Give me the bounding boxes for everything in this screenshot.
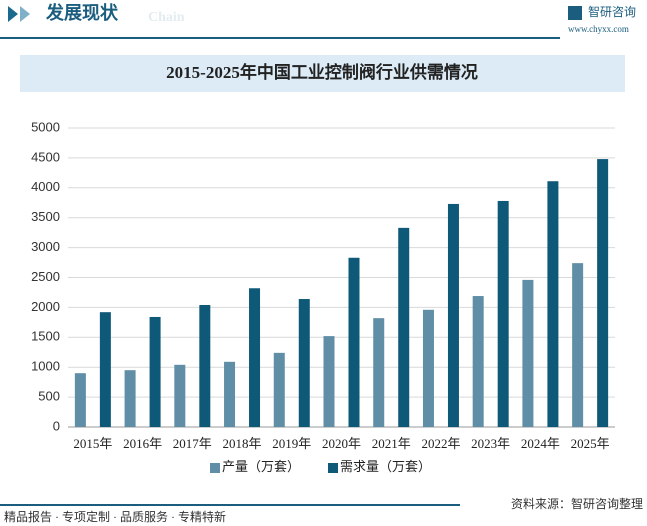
bar [398, 227, 410, 427]
title-bg [20, 55, 625, 92]
y-tick-label: 500 [38, 389, 60, 404]
bar [199, 305, 211, 427]
bar [149, 316, 161, 427]
header-title: 发展现状 [45, 2, 119, 23]
y-tick-label: 5000 [31, 119, 60, 134]
y-tick-label: 4000 [31, 179, 60, 194]
bar [249, 288, 261, 427]
x-tick-label: 2024年 [521, 436, 560, 451]
chart-title: 2015-2025年中国工业控制阀行业供需情况 [166, 62, 478, 82]
y-tick-label: 1000 [31, 359, 60, 374]
legend-label: 产量（万套） [222, 459, 300, 474]
brand: 智研咨询 [588, 4, 636, 19]
header-subtitle: Chain [148, 10, 185, 25]
x-tick-label: 2021年 [372, 436, 411, 451]
y-tick-label: 1500 [31, 329, 60, 344]
x-tick-label: 2019年 [272, 436, 311, 451]
bar [99, 312, 111, 427]
y-tick-label: 2500 [31, 269, 60, 284]
legend-swatch [210, 463, 220, 473]
header-bg [0, 0, 647, 38]
bar [124, 370, 136, 427]
x-tick-label: 2022年 [421, 436, 460, 451]
bar [497, 200, 509, 427]
y-tick-label: 4500 [31, 149, 60, 164]
y-tick-label: 3500 [31, 209, 60, 224]
bar [273, 352, 285, 427]
bar [547, 181, 559, 427]
x-tick-label: 2025年 [571, 436, 610, 451]
footer-slogan: 精品报告 · 专项定制 · 品质服务 · 专精特新 [4, 509, 226, 524]
bar [522, 279, 534, 427]
bar [472, 296, 484, 427]
x-tick-label: 2018年 [223, 436, 262, 451]
bar [224, 361, 236, 427]
bar [348, 257, 360, 427]
legend-swatch [328, 463, 339, 473]
x-tick-label: 2023年 [471, 436, 510, 451]
bar [447, 203, 459, 427]
bar [572, 263, 584, 427]
header-arrow [8, 6, 18, 22]
x-tick-label: 2015年 [73, 436, 112, 451]
x-tick-label: 2017年 [173, 436, 212, 451]
bar [422, 309, 434, 427]
logo-icon [568, 6, 582, 20]
y-tick-label: 3000 [31, 239, 60, 254]
y-tick-label: 2000 [31, 299, 60, 314]
bar [298, 299, 310, 427]
plot: 0 500 1000 1500 2000 2500 3000 3500 4000 4500 5000… [31, 119, 615, 474]
legend-label: 需求量（万套） [340, 459, 431, 474]
url: www.chyxx.com [568, 24, 629, 34]
x-tick-label: 2016年 [123, 436, 162, 451]
bar [74, 373, 86, 427]
bar [597, 159, 609, 427]
header-arrow [20, 6, 30, 22]
y-tick-label: 0 [53, 418, 60, 433]
bar [373, 318, 385, 427]
bar [323, 336, 335, 427]
x-tick-label: 2020年 [322, 436, 361, 451]
bar [174, 364, 186, 427]
footer-source: 资料来源：智研咨询整理 [511, 496, 643, 511]
